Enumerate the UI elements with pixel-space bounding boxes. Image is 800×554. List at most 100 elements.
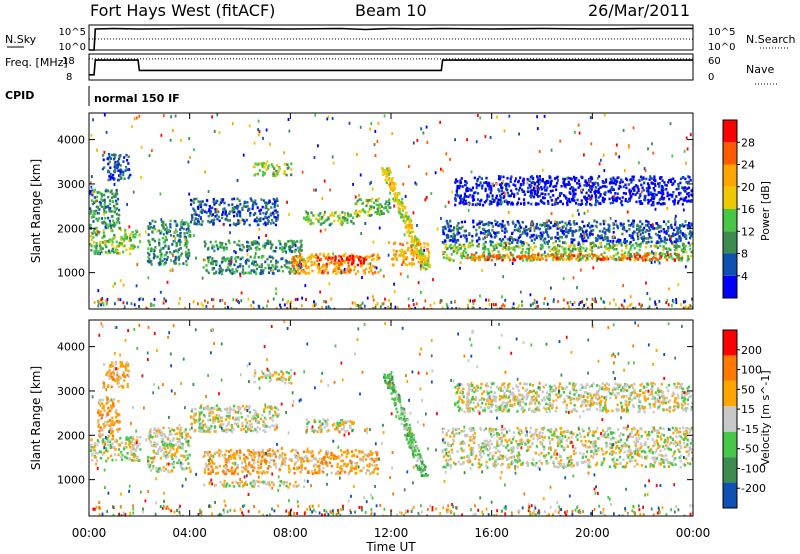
- nsearch-tick-top: 10^5: [708, 27, 735, 38]
- velocity-panel: 1000 2000 3000 4000 00:00 04:00 08:00 12:00 16:0…: [29, 319, 772, 554]
- colorbar-tick-label: -15: [741, 423, 759, 436]
- scatter-noise: [91, 320, 693, 516]
- scatter-band-2: [102, 360, 130, 389]
- scatter-band-14: [466, 252, 681, 262]
- xtick-label: 08:00: [273, 526, 308, 540]
- scatter-band-5: [202, 448, 380, 476]
- scatter-band-2: [101, 153, 132, 182]
- colorbar-tick-label: 200: [741, 344, 762, 357]
- velocity-colorbar-label: Velocity [m s^-1]: [759, 370, 772, 465]
- freq-label: Freq. [MHz]: [5, 56, 68, 69]
- colorbar-segment: [723, 380, 737, 407]
- colorbar-segment: [723, 482, 737, 508]
- colorbar-tick-label: -100: [741, 462, 766, 475]
- colorbar-segment: [723, 330, 737, 356]
- scatter-band-10: [303, 211, 355, 227]
- scatter-band-15: [441, 219, 693, 245]
- scatter-band-1: [97, 396, 121, 438]
- colorbar-segment: [723, 231, 737, 254]
- colorbar-segment: [723, 142, 737, 165]
- ytick-label: 1000: [57, 474, 85, 487]
- series-n-sky: [89, 27, 693, 51]
- colorbar-tick-label: -50: [741, 443, 759, 456]
- colorbar-tick-label: 28: [741, 136, 755, 149]
- colorbar-tick-label: 20: [741, 181, 755, 194]
- colorbar-segment: [723, 431, 737, 458]
- scatter-band-9: [441, 426, 693, 469]
- xtick-label: 16:00: [474, 526, 509, 540]
- power-colorbar-label: Power [dB]: [759, 181, 772, 241]
- scatter-band-7: [252, 161, 293, 178]
- xtick-label: 12:00: [374, 526, 409, 540]
- date-title: 26/Mar/2011: [588, 1, 690, 20]
- colorbar-segment: [723, 355, 737, 381]
- scatter-band-1: [89, 188, 122, 231]
- nsky-label: N.Sky: [5, 33, 37, 46]
- ytick-label: 3000: [57, 385, 85, 398]
- scatter-ground: [92, 504, 693, 516]
- cpid-label: CPID: [5, 89, 34, 102]
- colorbar-tick-label: 24: [741, 159, 755, 172]
- xtick-label: 20:00: [575, 526, 610, 540]
- colorbar-tick-label: 50: [741, 383, 755, 396]
- colorbar-segment: [723, 120, 737, 143]
- colorbar-segment: [723, 406, 737, 432]
- site-title: Fort Hays West (fitACF): [90, 1, 275, 20]
- colorbar-segment: [723, 253, 737, 276]
- xtick-label: 00:00: [676, 526, 711, 540]
- colorbar-tick-label: 16: [741, 203, 755, 216]
- colorbar-tick-label: -200: [741, 482, 766, 495]
- colorbar-segment: [723, 275, 737, 298]
- freq-nave-panel: Freq. [MHz] 18 8 60 0 Nave: [5, 53, 778, 85]
- colorbar-tick-label: 15: [741, 403, 755, 416]
- colorbar-segment: [723, 209, 737, 232]
- colorbar-tick-label: 100: [741, 364, 762, 377]
- colorbar-tick-label: 4: [741, 270, 748, 283]
- scatter-band-4: [190, 404, 280, 434]
- scatter-noise: [89, 113, 692, 309]
- velocity-ylabel: Slant Range [km]: [29, 366, 43, 470]
- nsearch-tick-bottom: 10^0: [708, 42, 735, 53]
- scatter-ground: [97, 297, 693, 309]
- scatter-band-4: [189, 197, 280, 227]
- nave-tick-top: 60: [708, 56, 721, 67]
- colorbar-frame: [722, 329, 738, 509]
- scatter-band-7: [253, 368, 293, 385]
- ytick-label: 2000: [57, 429, 85, 442]
- scatter-band-0: [89, 228, 142, 256]
- freq-tick-top: 18: [62, 56, 75, 67]
- time-axis-label: Time UT: [365, 540, 416, 554]
- scatter-band-3: [147, 426, 192, 474]
- colorbar-segment: [723, 186, 737, 209]
- power-panel: 1000 2000 3000 4000 Slant Range [km] 4 8 12 16…: [29, 112, 772, 310]
- power-ylabel: Slant Range [km]: [29, 159, 43, 263]
- beam-title: Beam 10: [355, 1, 427, 20]
- ytick-label: 3000: [57, 178, 85, 191]
- freq-tick-bottom: 8: [66, 72, 72, 83]
- scatter-band-3: [146, 219, 192, 267]
- scatter-streak-0: [380, 167, 431, 270]
- sky-search-panel: N.Sky 10^5 10^0 10^5 10^0 N.Search: [5, 24, 796, 53]
- colorbar-tick-label: 8: [741, 248, 748, 261]
- ytick-label: 2000: [57, 222, 85, 235]
- ytick-label: 4000: [57, 341, 85, 354]
- xtick-label: 00:00: [72, 526, 107, 540]
- scatter-band-9: [316, 254, 368, 267]
- scatter-band-8: [305, 418, 355, 434]
- ytick-label: 1000: [57, 267, 85, 280]
- colorbar-segment: [723, 457, 737, 483]
- colorbar-tick-label: 12: [741, 225, 755, 238]
- scatter-band-11: [353, 197, 392, 218]
- nsearch-label: N.Search: [746, 33, 796, 46]
- scatter-band-6: [203, 479, 306, 489]
- colorbar-segment: [723, 164, 737, 187]
- scatter-band-5: [203, 239, 303, 254]
- nave-tick-bottom: 0: [708, 72, 714, 83]
- series-freq: [89, 59, 693, 76]
- cpid-value: normal 150 IF: [94, 92, 180, 105]
- scatter-band-16: [454, 175, 693, 207]
- scatter-band-6: [202, 255, 305, 276]
- nave-label: Nave: [746, 63, 774, 76]
- ytick-label: 4000: [57, 134, 85, 147]
- xtick-label: 04:00: [172, 526, 207, 540]
